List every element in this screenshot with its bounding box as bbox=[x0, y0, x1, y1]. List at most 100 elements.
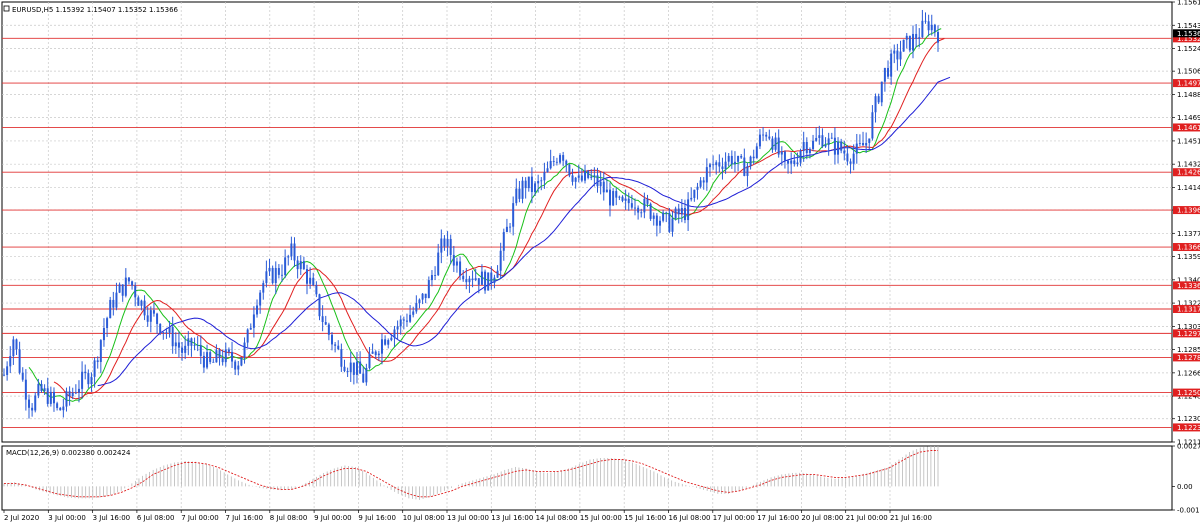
x-tick-label: 13 Jul 16:00 bbox=[491, 514, 533, 522]
candle-body bbox=[87, 373, 90, 385]
candle-body bbox=[733, 161, 736, 165]
candle-body bbox=[165, 332, 168, 333]
candle-body bbox=[18, 349, 21, 373]
candle-body bbox=[577, 175, 580, 178]
candle-body bbox=[668, 212, 671, 232]
candle-body bbox=[658, 220, 661, 226]
candle-body bbox=[440, 238, 443, 253]
candle-body bbox=[40, 383, 43, 392]
candle-body bbox=[343, 366, 346, 372]
x-tick-label: 7 Jul 00:00 bbox=[181, 514, 219, 522]
x-tick-label: 13 Jul 00:00 bbox=[447, 514, 489, 522]
candle-body bbox=[652, 215, 655, 219]
x-tick-label: 15 Jul 16:00 bbox=[624, 514, 666, 522]
candle-body bbox=[327, 324, 330, 335]
candle-body bbox=[605, 189, 608, 193]
candle-body bbox=[852, 153, 855, 164]
candle-body bbox=[537, 181, 540, 184]
candle-body bbox=[783, 151, 786, 161]
macd-y-tick-label: 0.00 bbox=[1177, 483, 1193, 491]
candle-body bbox=[687, 199, 690, 221]
price-level-label: 1.13960 bbox=[1177, 207, 1200, 215]
candle-body bbox=[562, 155, 565, 161]
candle-body bbox=[434, 275, 437, 276]
candle-body bbox=[124, 277, 127, 296]
time-axis[interactable]: 2 Jul 2020 3 Jul 00:00 3 Jul 16:00 6 Jul 08… bbox=[3, 510, 932, 522]
candle-body bbox=[912, 33, 915, 51]
candle-body bbox=[593, 175, 596, 177]
candle-body bbox=[796, 162, 799, 165]
candle-body bbox=[565, 160, 568, 165]
candle-body bbox=[81, 371, 84, 389]
candle-body bbox=[371, 351, 374, 354]
candle-body bbox=[718, 162, 721, 167]
macd-pane-frame bbox=[1, 445, 1173, 511]
candle-body bbox=[462, 275, 465, 280]
candle-body bbox=[471, 278, 474, 281]
candle-body bbox=[37, 383, 40, 396]
candle-body bbox=[665, 212, 668, 214]
candle-body bbox=[618, 196, 621, 198]
candle-body bbox=[640, 212, 643, 214]
candle-body bbox=[3, 374, 5, 376]
x-tick-label: 9 Jul 16:00 bbox=[358, 514, 396, 522]
candle-body bbox=[933, 24, 936, 33]
candle-body bbox=[293, 243, 296, 261]
candle-body bbox=[502, 232, 505, 251]
candle-body bbox=[193, 344, 196, 346]
candle-body bbox=[509, 226, 512, 228]
candle-body bbox=[924, 20, 927, 22]
candle-body bbox=[421, 293, 424, 300]
candle-body bbox=[915, 33, 918, 39]
candle-body bbox=[306, 269, 309, 284]
candle-body bbox=[755, 146, 758, 159]
candle-body bbox=[530, 176, 533, 193]
candle-body bbox=[321, 316, 324, 323]
macd-indicator bbox=[3, 446, 939, 500]
candle-body bbox=[84, 371, 87, 374]
price-level-label: 1.12508 bbox=[1177, 389, 1200, 397]
candle-body bbox=[493, 277, 496, 283]
price-axis[interactable]: 1.15615 1.15430 1.15245 1.15065 1.14880 1.146… bbox=[1172, 0, 1200, 515]
candle-body bbox=[865, 142, 868, 146]
candle-body bbox=[612, 191, 615, 206]
candle-body bbox=[206, 352, 209, 368]
candle-body bbox=[808, 149, 811, 154]
candle-body bbox=[96, 360, 99, 362]
candle-body bbox=[708, 164, 711, 168]
candle-body bbox=[43, 388, 46, 392]
candle-body bbox=[774, 137, 777, 150]
candle-body bbox=[805, 142, 808, 154]
candle-body bbox=[677, 208, 680, 215]
candle-body bbox=[624, 198, 627, 201]
candle-body bbox=[449, 238, 452, 255]
candle-body bbox=[727, 155, 730, 162]
candle-body bbox=[880, 81, 883, 103]
candle-body bbox=[49, 391, 52, 404]
chart-menu-icon[interactable] bbox=[3, 5, 10, 12]
candle-body bbox=[24, 379, 27, 400]
candle-body bbox=[240, 357, 243, 366]
candle-body bbox=[68, 391, 71, 397]
candle-body bbox=[46, 388, 49, 404]
candle-body bbox=[887, 67, 890, 77]
candle-body bbox=[818, 135, 821, 138]
x-tick-label: 15 Jul 00:00 bbox=[580, 514, 622, 522]
candle-body bbox=[452, 254, 455, 266]
candle-body bbox=[137, 297, 140, 306]
candle-body bbox=[377, 353, 380, 356]
x-tick-label: 6 Jul 08:00 bbox=[137, 514, 175, 522]
candle-body bbox=[752, 156, 755, 159]
candle-body bbox=[758, 134, 761, 147]
candle-body bbox=[499, 250, 502, 271]
candle-body bbox=[65, 391, 68, 407]
candle-body bbox=[190, 338, 193, 346]
candle-body bbox=[312, 277, 315, 286]
y-tick-label: 1.14140 bbox=[1177, 184, 1200, 192]
candle-body bbox=[890, 53, 893, 77]
x-tick-label: 7 Jul 16:00 bbox=[226, 514, 264, 522]
candle-body bbox=[149, 310, 152, 322]
